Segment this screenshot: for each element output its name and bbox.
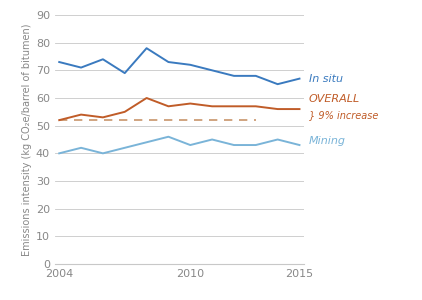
Text: OVERALL: OVERALL — [309, 94, 360, 104]
Text: } 9% increase: } 9% increase — [309, 110, 378, 120]
Y-axis label: Emissions intensity (kg CO₂e/barrel of bitumen): Emissions intensity (kg CO₂e/barrel of b… — [22, 23, 32, 256]
Text: In situ: In situ — [309, 74, 343, 84]
Text: Mining: Mining — [309, 136, 346, 146]
